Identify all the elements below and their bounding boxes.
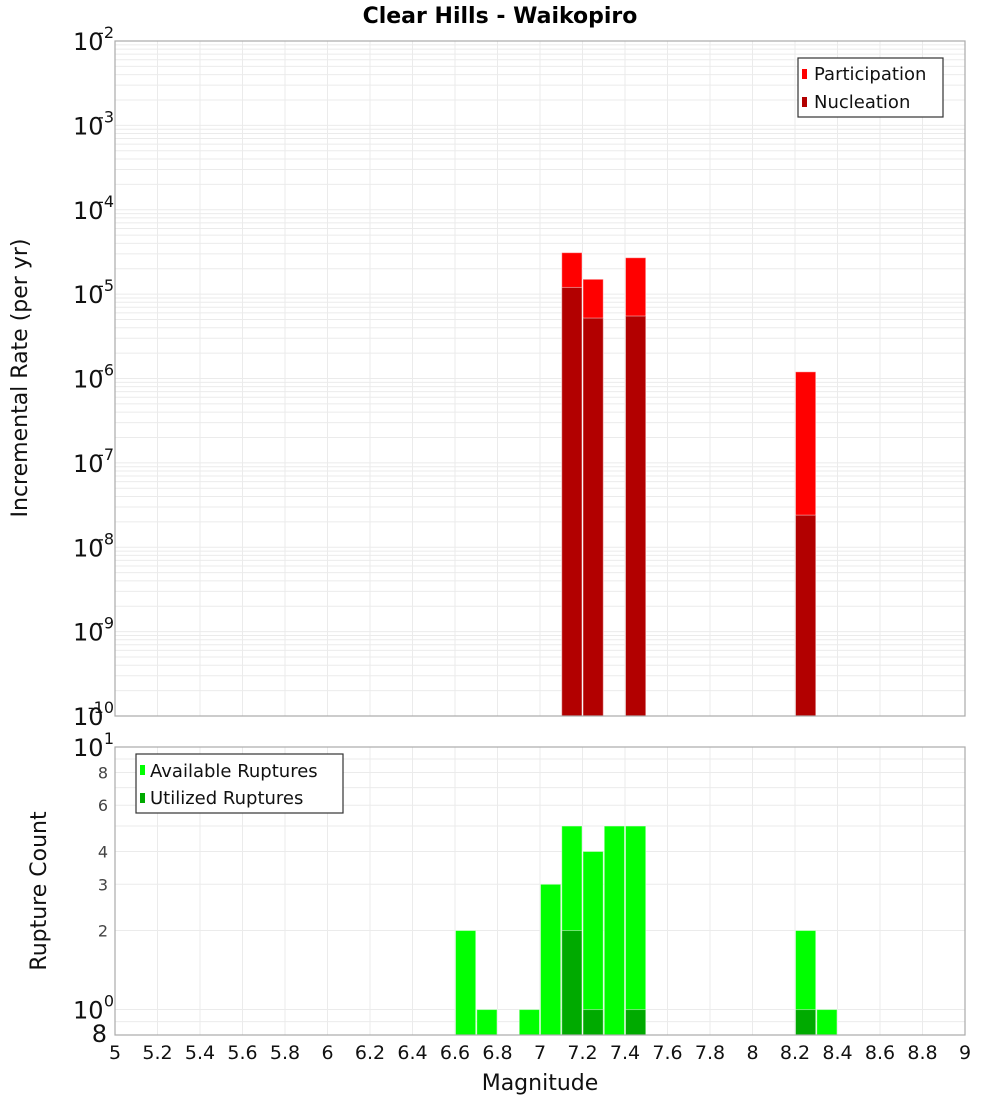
legend-label: Nucleation [814,92,910,113]
x-tick-label: 7.8 [695,1042,725,1064]
bar [625,315,647,717]
y-tick-label-base: 10 [73,112,104,140]
y-tick-label-base: 10 [73,28,104,56]
x-tick-label: 8.6 [865,1042,895,1064]
x-axis-ticks: 5 5.2 5.4 5.6 5.8 6 6.2 6.4 6.6 6.8 7 7.2 7.4 7.6 7.8 8… [109,1042,971,1064]
y-tick-label-base: 10 [73,619,104,647]
x-tick-label: 7.4 [610,1042,640,1064]
legend: Available Ruptures Utilized Ruptures [135,753,344,814]
y-tick-label-exponent: 1 [104,729,114,748]
x-tick-label: 5.2 [142,1042,172,1064]
x-tick-label: 6.6 [440,1042,470,1064]
y-tick-label-base: 10 [73,450,104,478]
x-tick-label: 6.2 [355,1042,385,1064]
y-axis-ticks: 10-210-310-410-510-610-710-810-910-10 [73,23,114,731]
plot-border [114,746,966,1036]
y-tick-label-minor: 8 [98,763,108,782]
legend-swatch [802,69,807,79]
legend-swatch [140,793,145,803]
x-tick-label: 8.2 [780,1042,810,1064]
x-tick-label: 9 [959,1042,971,1064]
x-tick-label: 8.4 [822,1042,852,1064]
legend-label: Participation [814,64,926,85]
y-tick-label-exponent: -2 [98,23,114,42]
x-tick-label: 5.4 [185,1042,215,1064]
bar [795,514,817,717]
bar [795,1009,817,1036]
x-tick-label: 5.8 [270,1042,300,1064]
bar [455,930,477,1036]
plot-border [114,40,966,717]
y-tick-label-exponent: -4 [98,192,114,211]
y-tick-label-exponent: -8 [98,529,114,548]
bar [582,850,604,1036]
y-tick-label-base: 10 [73,534,104,562]
bar [561,930,583,1036]
y-tick-label-minor: 4 [98,842,108,861]
bar [518,1009,540,1036]
x-tick-label: 7 [534,1042,546,1064]
x-tick-label: 6.8 [482,1042,512,1064]
legend-box [797,57,944,118]
y-tick-label-base: 10 [73,703,104,731]
bar [582,1009,604,1036]
legend-box [135,753,344,814]
bar [625,825,647,1036]
bar [816,1009,838,1036]
legend-swatch [802,97,807,107]
x-tick-label: 5 [109,1042,121,1064]
y-tick-label-base: 10 [73,997,104,1025]
y-tick-label-exponent: -7 [98,445,114,464]
y-tick-label-exponent: 0 [104,992,114,1011]
gridlines [115,41,965,716]
bar [540,883,562,1036]
series-nucleation [561,286,817,717]
x-tick-label: 6 [321,1042,333,1064]
bar [625,1009,647,1036]
chart-title: Clear Hills - Waikopiro [363,4,638,29]
x-tick-label: 5.6 [227,1042,257,1064]
x-tick-label: 6.4 [397,1042,427,1064]
y-tick-label-exponent: -6 [98,361,114,380]
legend: Participation Nucleation [797,57,944,118]
y-tick-label-exponent: -9 [98,614,114,633]
y-tick-label-exponent: -10 [88,698,114,717]
legend-label: Utilized Ruptures [150,788,303,809]
y-tick-label-base: 10 [73,197,104,225]
y-tick-label-minor: 6 [98,796,108,815]
y-tick-label-exponent: -3 [98,107,114,126]
y-axis-label-rate: Incremental Rate (per yr) [8,239,33,518]
bar [476,1009,498,1036]
x-tick-label: 8 [746,1042,758,1064]
y-tick-label-base: 10 [73,281,104,309]
rate-plot: 10-210-310-410-510-610-710-810-910-10Par… [73,23,966,731]
legend-swatch [140,765,145,775]
y-tick-label: 8 [92,1020,107,1048]
x-tick-label: 8.8 [907,1042,937,1064]
y-tick-label-minor: 3 [98,875,108,894]
y-tick-label-base: 10 [73,366,104,394]
y-tick-label-base: 10 [73,734,104,762]
x-tick-label: 7.6 [652,1042,682,1064]
bar [561,286,583,717]
x-axis-label: Magnitude [482,1071,599,1096]
bar [603,825,625,1036]
y-axis-label-count: Rupture Count [27,811,52,971]
bar [582,317,604,717]
x-tick-label: 7.2 [567,1042,597,1064]
y-tick-label-minor: 2 [98,922,108,941]
y-tick-label-exponent: -5 [98,276,114,295]
legend-label: Available Ruptures [150,761,318,782]
